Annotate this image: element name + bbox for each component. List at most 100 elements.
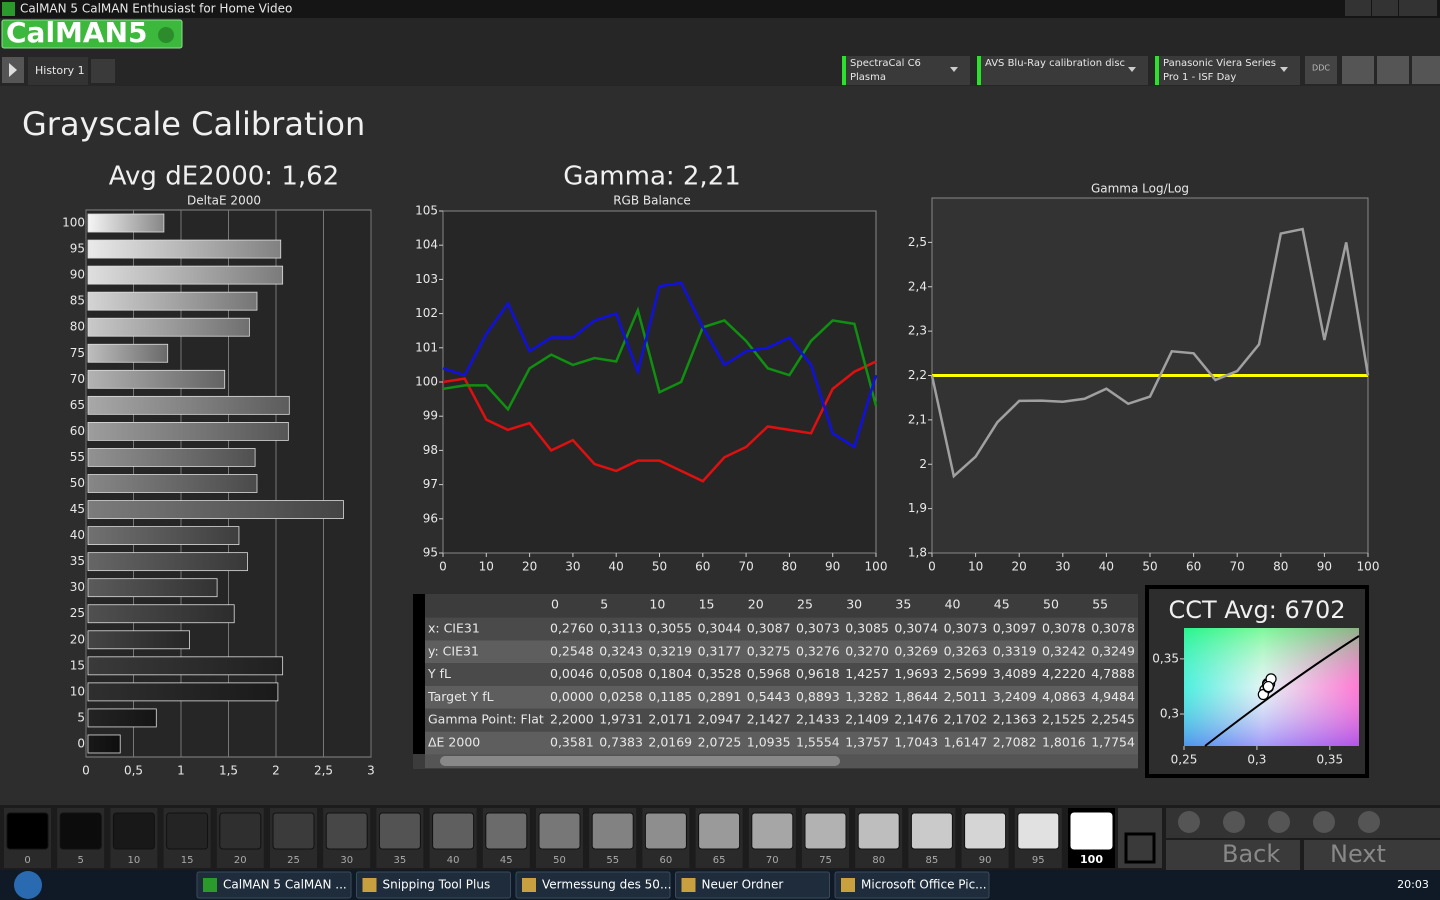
x-tick-label: 60 <box>695 560 710 574</box>
swatch <box>6 812 49 850</box>
bar <box>87 213 165 233</box>
table-cell: 0,2891 <box>698 689 742 704</box>
table-cell: 0,3177 <box>698 643 742 658</box>
taskbar-item[interactable] <box>515 871 671 899</box>
table-cell: 0,1804 <box>648 666 692 681</box>
swatch <box>59 812 102 850</box>
swatch-label: 10 <box>128 855 141 866</box>
play-button[interactable] <box>1223 811 1245 833</box>
taskbar-icon <box>522 878 536 892</box>
table-cell: 0,3097 <box>993 621 1037 636</box>
x-tick-label: 70 <box>738 560 753 574</box>
close-button[interactable] <box>1399 0 1437 16</box>
table-cell: 1,4257 <box>845 666 889 681</box>
ddc-button[interactable] <box>1305 56 1337 84</box>
x-tick-label: 20 <box>522 560 537 574</box>
table-cell: 0,0046 <box>550 666 594 681</box>
step-button[interactable] <box>1268 811 1290 833</box>
swatch <box>964 812 1007 850</box>
taskbar-icon <box>681 878 696 892</box>
add-tab[interactable] <box>91 59 115 83</box>
chart-subtitle: Gamma Log/Log <box>1091 182 1189 196</box>
column-header: 10 <box>649 597 665 612</box>
swatch <box>698 812 741 850</box>
logo-button[interactable] <box>1 19 183 49</box>
y-tick-label: 2,1 <box>908 412 927 426</box>
table-cell: 4,0863 <box>1042 689 1086 704</box>
table-cell: 4,9484 <box>1091 689 1135 704</box>
bar <box>87 656 284 676</box>
chart-subtitle: RGB Balance <box>613 194 691 208</box>
table-cell: 1,3282 <box>845 689 889 704</box>
table-cell: 0,5968 <box>747 666 791 681</box>
minimize-button[interactable] <box>1345 0 1371 16</box>
swatches: 0 5 10 15 20 25 30 35 40 45 50 55 60 65 70 75 80 85 90 95 10… <box>4 808 1115 868</box>
maximize-button[interactable] <box>1372 0 1398 16</box>
table-cell: 2,2000 <box>550 712 594 727</box>
device-selector[interactable] <box>977 56 1148 85</box>
swatch <box>910 812 953 850</box>
table-cell: 0,3243 <box>599 643 643 658</box>
device-status <box>842 56 846 85</box>
x-tick-label: 0 <box>439 560 447 574</box>
swatch <box>378 812 421 850</box>
stop-button[interactable] <box>1124 832 1156 864</box>
device-selector[interactable] <box>842 56 970 85</box>
table-cell: 1,0935 <box>747 735 791 750</box>
x-tick-label: 100 <box>865 560 888 574</box>
refresh-button[interactable] <box>1358 811 1380 833</box>
scrollbar-thumb[interactable] <box>440 756 840 766</box>
table-row <box>425 640 1138 664</box>
swatch-label: 90 <box>979 855 992 866</box>
dropdown-arrow <box>1128 67 1136 72</box>
next-button[interactable] <box>1304 840 1440 870</box>
back-button[interactable] <box>1166 840 1300 870</box>
help-button[interactable] <box>1377 56 1409 84</box>
taskbar-item[interactable] <box>834 871 990 899</box>
tab[interactable] <box>28 57 88 85</box>
category-label: 70 <box>70 372 85 386</box>
loop-button[interactable] <box>1313 811 1335 833</box>
column-header: 40 <box>945 597 961 612</box>
control-bar <box>1166 808 1440 838</box>
bar <box>87 578 218 598</box>
taskbar-item[interactable] <box>356 871 511 899</box>
table-cell: 2,1525 <box>1042 712 1086 727</box>
next-label: Next <box>1330 840 1386 868</box>
row-label: ΔE 2000 <box>428 735 480 750</box>
swatch-label: 0 <box>24 855 30 866</box>
taskbar-item[interactable] <box>675 871 830 899</box>
settings-button[interactable] <box>1342 56 1374 84</box>
table-cell: 0,3055 <box>648 621 692 636</box>
y-tick-label: 105 <box>415 204 438 218</box>
y-tick-label: 95 <box>423 546 438 560</box>
start-button[interactable] <box>14 871 42 899</box>
bar <box>87 395 290 415</box>
device-name: AVS Blu-Ray calibration disc <box>985 58 1125 69</box>
category-label: 50 <box>70 476 85 490</box>
x-tick-label: 1 <box>177 764 185 778</box>
table-cell: 2,0725 <box>698 735 742 750</box>
collapse-button[interactable] <box>1412 56 1440 84</box>
table-cell: 0,1185 <box>648 689 692 704</box>
device-selector[interactable] <box>1155 56 1300 85</box>
bar <box>87 630 190 650</box>
page-title: Grayscale Calibration <box>22 105 365 143</box>
bar <box>87 734 121 754</box>
swatch-label: 40 <box>447 855 460 866</box>
swatch-label: 75 <box>819 855 832 866</box>
taskbar-item[interactable] <box>196 871 352 899</box>
swatch <box>538 812 581 850</box>
dropdown-arrow <box>1280 67 1288 72</box>
y-tick-label: 101 <box>415 340 438 354</box>
x-tick-label: 2,5 <box>314 764 333 778</box>
table-cell: 2,1409 <box>845 712 889 727</box>
swatch-label: 85 <box>926 855 939 866</box>
data-line <box>442 306 878 412</box>
column-header: 55 <box>1092 597 1108 612</box>
record-button[interactable] <box>1178 811 1200 833</box>
category-label: 80 <box>70 320 85 334</box>
table-row <box>425 663 1138 686</box>
row-label: y: CIE31 <box>428 643 479 658</box>
logo-dropdown[interactable] <box>158 27 174 43</box>
